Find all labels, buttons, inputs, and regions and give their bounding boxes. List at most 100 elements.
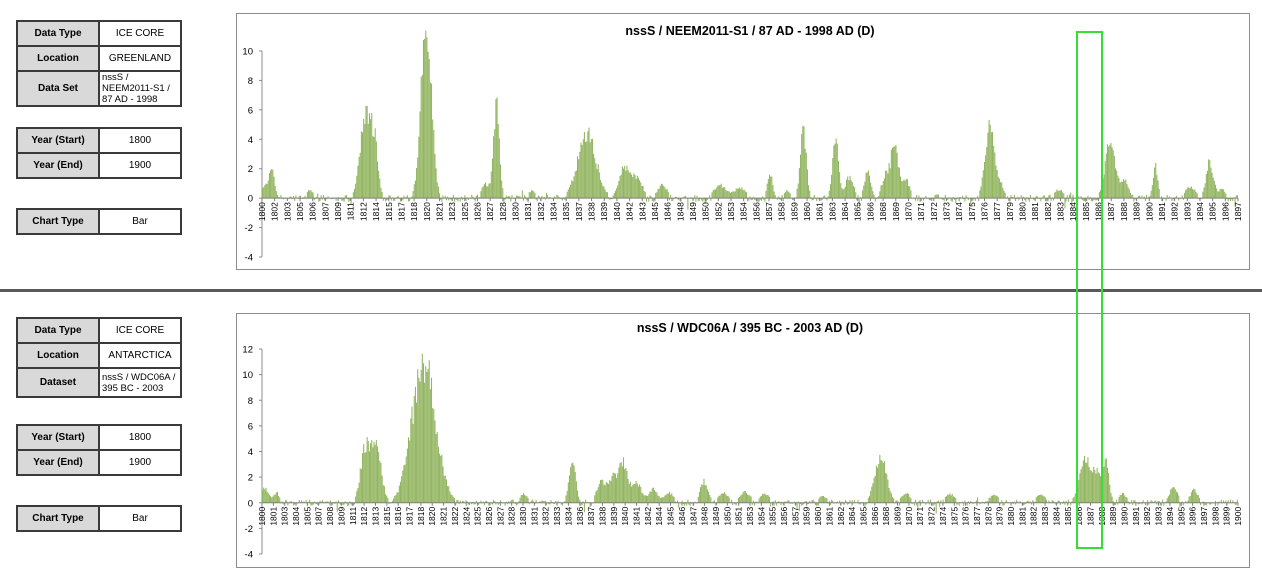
bar (925, 502, 927, 505)
bar (506, 196, 508, 199)
bar (1125, 497, 1127, 503)
bar (1224, 191, 1226, 199)
bar (596, 490, 598, 503)
bar (316, 502, 318, 505)
bar (898, 167, 900, 199)
bar (589, 502, 591, 507)
bar (366, 437, 368, 503)
bar (532, 190, 534, 199)
bar (825, 497, 827, 503)
bar (1002, 502, 1004, 506)
bar (798, 168, 800, 199)
bar (482, 186, 484, 199)
bar (276, 194, 278, 199)
bar (988, 120, 990, 199)
bar (885, 170, 887, 199)
bar (1132, 502, 1134, 506)
bar (954, 497, 956, 503)
bar (955, 198, 957, 204)
bar (504, 198, 506, 200)
bar (571, 180, 573, 199)
bar (293, 502, 295, 506)
bar (1113, 502, 1115, 506)
data-set-value[interactable]: nssS / NEEM2011-S1 / 87 AD - 1998 (98, 70, 182, 107)
bar (750, 496, 752, 503)
bar (601, 182, 603, 199)
data-type-value[interactable]: ICE CORE (98, 20, 182, 47)
bar (1211, 172, 1213, 199)
bar (795, 502, 797, 505)
bar (631, 174, 633, 199)
bar (1026, 501, 1028, 503)
bar (757, 198, 759, 202)
greenland-panel: Data Type ICE CORE Location GREENLAND Da… (0, 0, 1262, 290)
year-end-value[interactable]: 1900 (98, 449, 182, 476)
bar (642, 185, 644, 199)
data-type-value[interactable]: ICE CORE (98, 317, 182, 344)
location-value[interactable]: GREENLAND (98, 45, 182, 72)
dataset-value[interactable]: nssS / WDC06A / 395 BC - 2003 (98, 367, 182, 398)
bar (879, 191, 881, 199)
x-tick-label: 1859 (789, 202, 799, 221)
bar (772, 185, 774, 199)
location-value[interactable]: ANTARCTICA (98, 342, 182, 369)
x-tick-label: 1860 (802, 202, 812, 221)
bar (722, 187, 725, 199)
bar (380, 462, 382, 503)
x-tick-label: 1884 (1051, 506, 1061, 525)
bar (740, 189, 742, 199)
bar (1146, 194, 1148, 199)
year-start-label: Year (Start) (16, 127, 100, 154)
bar (556, 194, 558, 199)
bar (1029, 501, 1031, 503)
bar (713, 189, 715, 199)
bar (582, 501, 584, 503)
bar (435, 434, 437, 503)
bar (965, 195, 967, 199)
bar (727, 495, 729, 503)
bar (888, 163, 890, 199)
chart-type-value[interactable]: Bar (98, 208, 182, 235)
x-tick-label: 1811 (346, 202, 356, 221)
bar (427, 51, 429, 199)
bar (1008, 198, 1010, 201)
year-start-value[interactable]: 1800 (98, 127, 182, 154)
bar (424, 382, 426, 503)
bar (406, 195, 408, 199)
bar (495, 502, 497, 505)
y-tick-label: -4 (245, 550, 253, 561)
bar (557, 500, 559, 503)
bar (1205, 173, 1207, 199)
bar (1113, 155, 1115, 199)
bar (403, 195, 405, 199)
bar (548, 502, 550, 505)
bar (793, 198, 795, 200)
bar (633, 173, 635, 199)
bar (440, 455, 442, 503)
bar (326, 198, 328, 200)
x-tick-label: 1883 (1056, 202, 1066, 221)
bar (428, 360, 430, 503)
bar (365, 105, 367, 199)
bar (883, 461, 885, 503)
x-tick-label: 1900 (1233, 506, 1243, 525)
bar (649, 491, 651, 503)
bar (605, 482, 607, 503)
bar (390, 198, 392, 201)
year-start-value[interactable]: 1800 (98, 424, 182, 451)
bar (1121, 492, 1123, 503)
bar-series (262, 353, 1238, 514)
x-tick-label: 1820 (422, 202, 432, 221)
bar (937, 194, 940, 199)
year-end-value[interactable]: 1900 (98, 152, 182, 179)
location-label: Location (16, 342, 100, 369)
bar (1032, 500, 1034, 503)
chart-type-value[interactable]: Bar (98, 505, 182, 532)
bar (263, 187, 265, 199)
bar (1081, 198, 1083, 201)
bar-series (262, 30, 1238, 210)
chart-type-row: Chart Type Bar (16, 208, 182, 235)
bar (1063, 500, 1065, 503)
bar (264, 489, 266, 503)
bar (1217, 502, 1219, 506)
